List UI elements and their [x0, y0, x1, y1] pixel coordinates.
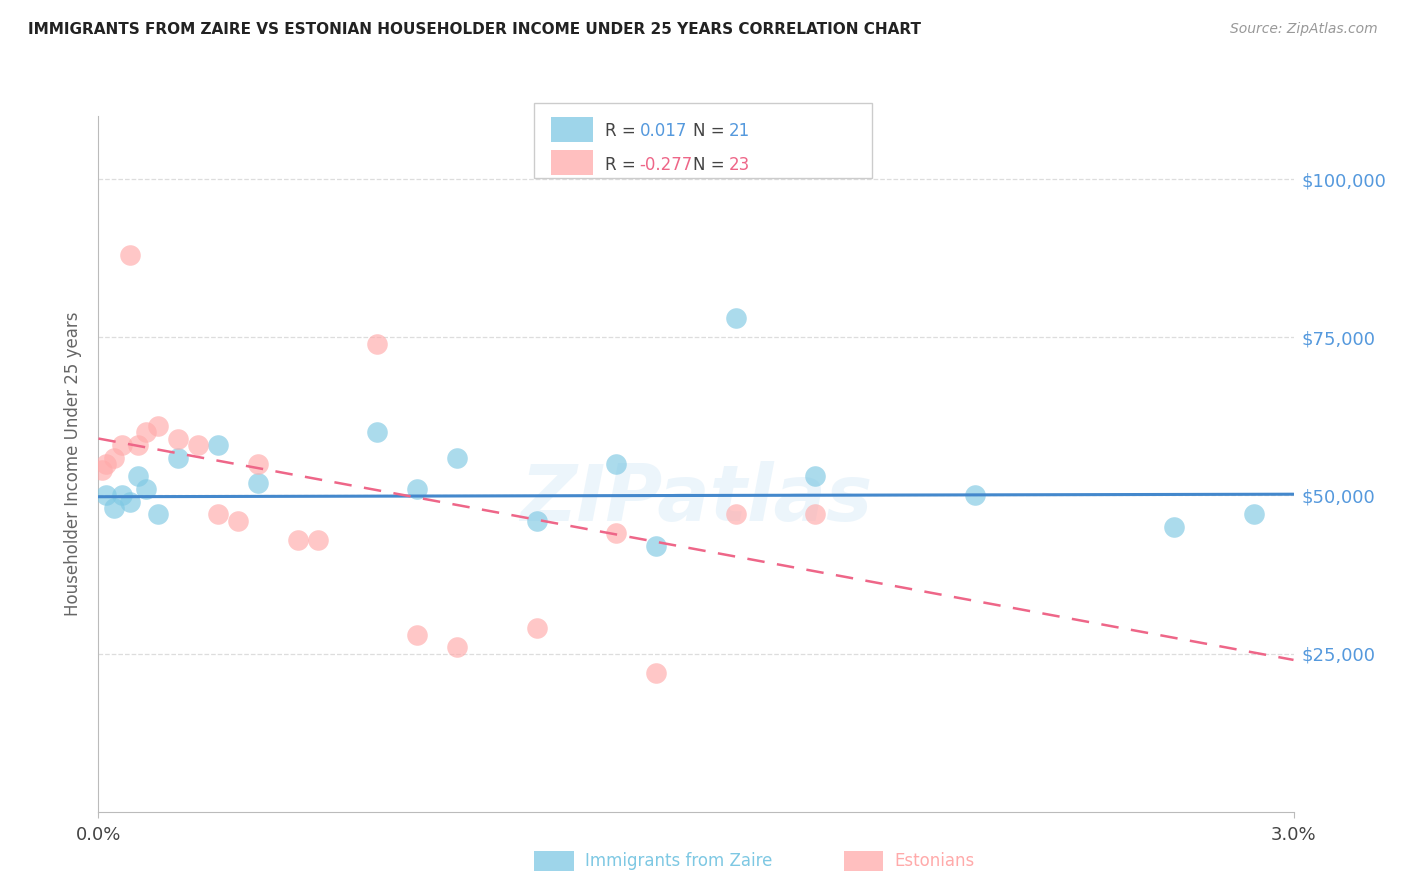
- Point: [127, 469, 149, 483]
- Point: [406, 482, 429, 496]
- Point: [226, 514, 249, 528]
- Point: [246, 475, 269, 490]
- Text: Immigrants from Zaire: Immigrants from Zaire: [585, 852, 772, 870]
- Point: [724, 508, 747, 522]
- Point: [167, 450, 190, 465]
- Y-axis label: Householder Income Under 25 years: Householder Income Under 25 years: [65, 311, 83, 616]
- Text: R =: R =: [605, 156, 641, 174]
- Point: [724, 311, 747, 326]
- Point: [804, 469, 827, 483]
- Text: 23: 23: [728, 156, 749, 174]
- Point: [167, 432, 190, 446]
- Text: IMMIGRANTS FROM ZAIRE VS ESTONIAN HOUSEHOLDER INCOME UNDER 25 YEARS CORRELATION : IMMIGRANTS FROM ZAIRE VS ESTONIAN HOUSEH…: [28, 22, 921, 37]
- Point: [446, 450, 468, 465]
- Point: [148, 418, 170, 433]
- Point: [406, 627, 429, 641]
- Text: R =: R =: [605, 122, 641, 140]
- Point: [963, 488, 986, 502]
- Point: [605, 457, 627, 471]
- Point: [307, 533, 329, 547]
- Text: 0.017: 0.017: [640, 122, 688, 140]
- Point: [120, 495, 142, 509]
- Point: [207, 508, 229, 522]
- Text: N =: N =: [693, 156, 730, 174]
- Point: [287, 533, 309, 547]
- Text: -0.277: -0.277: [640, 156, 693, 174]
- Point: [103, 450, 125, 465]
- Text: 21: 21: [728, 122, 749, 140]
- Point: [366, 425, 388, 440]
- Text: Source: ZipAtlas.com: Source: ZipAtlas.com: [1230, 22, 1378, 37]
- Text: ZIPatlas: ZIPatlas: [520, 460, 872, 537]
- Point: [804, 508, 827, 522]
- Point: [127, 438, 149, 452]
- Point: [207, 438, 229, 452]
- Point: [446, 640, 468, 655]
- Point: [645, 665, 668, 680]
- Point: [187, 438, 209, 452]
- Point: [111, 438, 134, 452]
- Point: [135, 425, 157, 440]
- Point: [1243, 508, 1265, 522]
- Point: [148, 508, 170, 522]
- Text: N =: N =: [693, 122, 730, 140]
- Point: [103, 501, 125, 516]
- Point: [111, 488, 134, 502]
- Point: [96, 457, 118, 471]
- Point: [645, 539, 668, 553]
- Point: [1163, 520, 1185, 534]
- Text: Estonians: Estonians: [894, 852, 974, 870]
- Point: [246, 457, 269, 471]
- Point: [120, 248, 142, 262]
- Point: [366, 336, 388, 351]
- Point: [526, 621, 548, 635]
- Point: [91, 463, 114, 477]
- Point: [96, 488, 118, 502]
- Point: [605, 526, 627, 541]
- Point: [526, 514, 548, 528]
- Point: [135, 482, 157, 496]
